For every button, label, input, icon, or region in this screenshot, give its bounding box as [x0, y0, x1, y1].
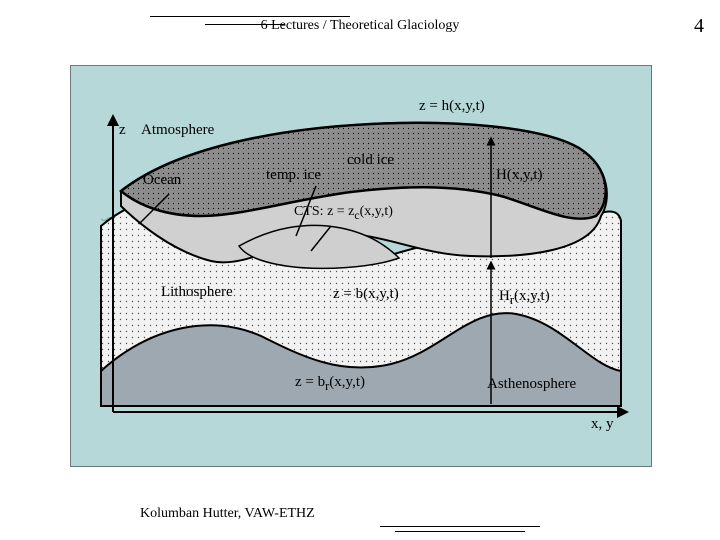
- cts-label: CTS: z = zc(x,y,t): [294, 204, 393, 222]
- header-title: 6 Lectures / Theoretical Glaciology: [261, 18, 460, 34]
- footer-author: Kolumban Hutter, VAW-ETHZ: [140, 506, 315, 522]
- header-rule: [150, 16, 350, 17]
- litho-base-eq: z = br(x,y,t): [295, 374, 365, 394]
- ocean-label: Ocean: [143, 172, 181, 189]
- page-number: 4: [694, 15, 704, 38]
- ice-top-eq: z = h(x,y,t): [419, 98, 485, 115]
- asthenosphere-label: Asthenosphere: [487, 376, 576, 393]
- bed-eq: z = b(x,y,t): [333, 286, 399, 303]
- footer-rule: [380, 526, 540, 527]
- cold-ice-label: cold ice: [347, 152, 394, 169]
- lithosphere-label: Lithosphere: [161, 284, 233, 301]
- temp-ice-label: temp. ice: [266, 167, 321, 184]
- litho-thickness-label: Hr(x,y,t): [499, 288, 550, 308]
- ice-thickness-label: H(x,y,t): [496, 167, 543, 184]
- footer-rule: [395, 531, 525, 532]
- xy-axis-label: x, y: [591, 416, 614, 433]
- page-root: { "header": { "title": "6 Lectures / The…: [0, 0, 720, 540]
- atmosphere-label: Atmosphere: [141, 122, 214, 139]
- z-axis-label: z: [119, 122, 126, 139]
- diagram-frame: z Atmosphere z = h(x,y,t) cold ice temp.…: [70, 65, 652, 467]
